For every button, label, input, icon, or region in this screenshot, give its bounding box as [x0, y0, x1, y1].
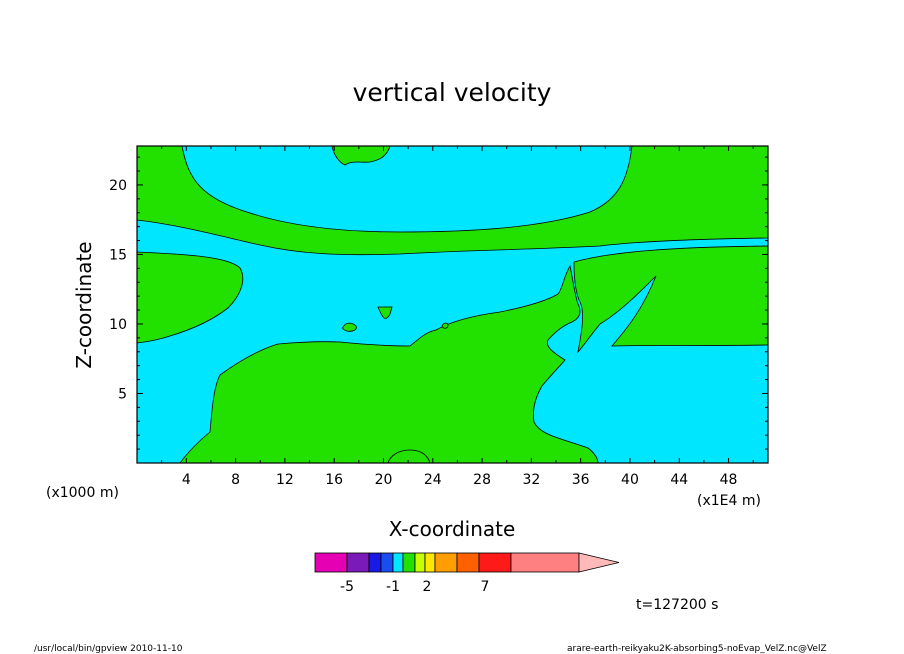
colorbar-swatch — [402, 552, 416, 573]
x-unit-label: (x1E4 m) — [697, 493, 761, 509]
region-small-blob-3 — [441, 322, 449, 329]
x-tick-label: 4 — [182, 472, 191, 488]
region-bottom-pocket — [387, 449, 431, 464]
z-unit-label: (x1000 m) — [46, 485, 119, 501]
colorbar-swatch — [456, 552, 480, 573]
y-tick-label: 5 — [118, 386, 127, 402]
colorbar-swatch — [424, 552, 436, 573]
colorbar-swatch — [478, 552, 512, 573]
x-axis-label: X-coordinate — [389, 517, 516, 541]
colorbar-swatch — [392, 552, 404, 573]
x-tick-label: 28 — [473, 472, 491, 488]
colorbar-swatch — [368, 552, 382, 573]
region-small-blob-2 — [377, 306, 393, 319]
x-tick-label: 16 — [325, 472, 343, 488]
region-right-block — [573, 245, 769, 354]
y-tick-label: 20 — [109, 178, 127, 194]
colorbar-swatch — [414, 552, 426, 573]
y-tick-label: 15 — [109, 247, 127, 263]
colorbar-tick-label: 2 — [423, 579, 432, 595]
x-tick-label: 24 — [424, 472, 442, 488]
region-small-blob-1 — [342, 322, 357, 332]
region-left-blob — [136, 251, 244, 344]
region-center-mass — [179, 264, 599, 464]
x-tick-label: 8 — [231, 472, 240, 488]
x-tick-label: 32 — [522, 472, 540, 488]
colorbar-swatch — [510, 552, 580, 573]
x-tick-label: 36 — [572, 472, 590, 488]
colorbar-swatch — [314, 552, 348, 573]
time-label: t=127200 s — [636, 597, 718, 613]
footer-right: arare-earth-reikyaku2K-absorbing5-noEvap… — [567, 644, 827, 654]
colorbar-arrow — [578, 552, 620, 573]
plot-frame — [136, 145, 769, 464]
colorbar-swatch — [380, 552, 394, 573]
x-tick-label: 12 — [276, 472, 294, 488]
colorbar-tick-label: -5 — [340, 579, 354, 595]
colorbar — [314, 552, 620, 573]
x-tick-label: 20 — [375, 472, 393, 488]
x-tick-label: 44 — [670, 472, 688, 488]
colorbar-tick-label: 7 — [481, 579, 490, 595]
x-tick-label: 40 — [621, 472, 639, 488]
colorbar-tick-label: -1 — [386, 579, 400, 595]
y-axis-label: Z-coordinate — [72, 241, 96, 368]
y-tick-label: 10 — [109, 317, 127, 333]
region-top-notch — [331, 145, 391, 166]
colorbar-swatch — [346, 552, 370, 573]
colorbar-swatch — [434, 552, 458, 573]
footer-left: /usr/local/bin/gpview 2010-11-10 — [34, 644, 183, 654]
chart-title: vertical velocity — [353, 78, 552, 107]
x-tick-label: 48 — [720, 472, 738, 488]
